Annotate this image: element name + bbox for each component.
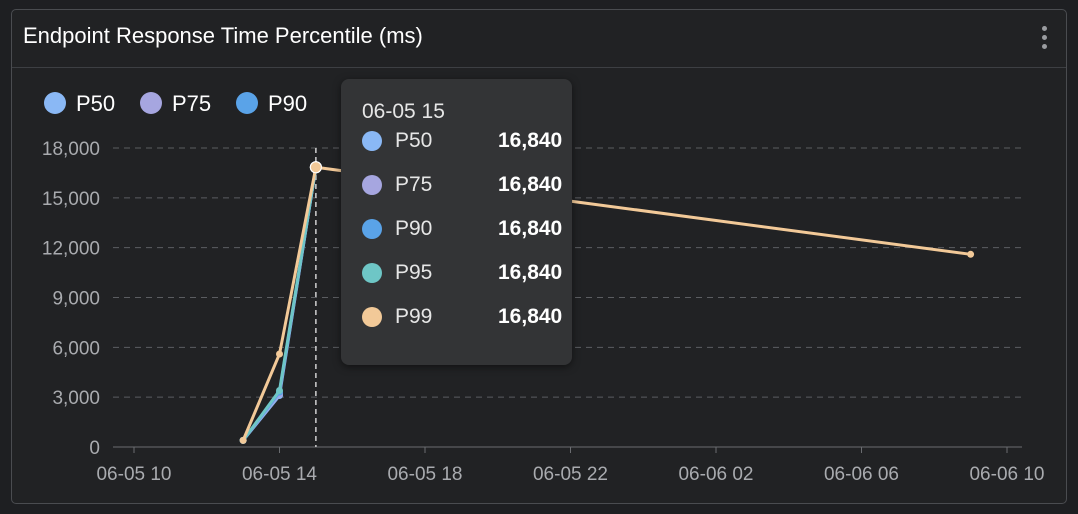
series-line-p95	[241, 167, 318, 442]
x-tick-label: 06-05 18	[387, 464, 462, 485]
tooltip-series-value: 16,840	[498, 129, 563, 152]
series-line-p50	[241, 167, 318, 442]
x-tick-label: 06-06 02	[678, 464, 753, 485]
x-tick-label: 06-06 10	[969, 464, 1044, 485]
data-point-p99	[967, 250, 975, 258]
chart-tooltip: 06-05 15 P50 16,840 P75 16,840 P90 16,84…	[341, 79, 572, 365]
legend-item-p50[interactable]: P50	[44, 91, 115, 116]
tooltip-series-name: P50	[395, 129, 433, 152]
tooltip-row: P99 16,840	[362, 305, 562, 331]
legend-item-p75[interactable]: P75	[140, 91, 211, 116]
tooltip-dot	[362, 307, 382, 327]
legend-label: P50	[76, 91, 115, 116]
data-point-p99	[239, 436, 247, 444]
tooltip-row: P90 16,840	[362, 217, 562, 243]
tooltip-dot	[362, 219, 382, 239]
y-tick-label: 9,000	[52, 289, 100, 310]
x-tick-label: 06-05 22	[533, 464, 608, 485]
tooltip-series-name: P90	[395, 217, 433, 240]
legend-swatch	[44, 92, 66, 114]
y-tick-label: 12,000	[42, 239, 100, 260]
y-tick-label: 0	[89, 438, 100, 459]
series-line-p99	[241, 165, 971, 441]
tooltip-series-name: P99	[395, 305, 433, 328]
panel-title: Endpoint Response Time Percentile (ms)	[23, 23, 423, 48]
tooltip-row: P75 16,840	[362, 173, 562, 199]
tooltip-series-value: 16,840	[498, 217, 563, 240]
tooltip-series-value: 16,840	[498, 173, 563, 196]
tooltip-row: P95 16,840	[362, 261, 562, 287]
legend-label: P90	[268, 91, 307, 116]
tooltip-series-name: P95	[395, 261, 433, 284]
tooltip-row: P50 16,840	[362, 129, 562, 155]
legend-swatch	[236, 92, 258, 114]
tooltip-title: 06-05 15	[362, 100, 445, 123]
x-tick-label: 06-05 14	[242, 464, 317, 485]
tooltip-series-name: P75	[395, 173, 433, 196]
x-tick-label: 06-06 06	[824, 464, 899, 485]
y-tick-label: 18,000	[42, 139, 100, 160]
data-point-p99	[309, 161, 322, 174]
legend-swatch	[140, 92, 162, 114]
legend-label: P75	[172, 91, 211, 116]
tooltip-dot	[362, 131, 382, 151]
more-vertical-icon[interactable]	[1040, 26, 1048, 54]
y-tick-label: 15,000	[42, 189, 100, 210]
data-point-p99	[276, 350, 283, 358]
y-tick-label: 6,000	[52, 338, 100, 359]
panel-header: Endpoint Response Time Percentile (ms)	[12, 10, 1066, 68]
tooltip-dot	[362, 263, 382, 283]
tooltip-series-value: 16,840	[498, 261, 563, 284]
y-tick-label: 3,000	[52, 388, 100, 409]
legend-item-p90[interactable]: P90	[236, 91, 307, 116]
series-line-p75	[241, 167, 318, 442]
tooltip-dot	[362, 175, 382, 195]
tooltip-series-value: 16,840	[498, 305, 563, 328]
x-tick-label: 06-05 10	[96, 464, 171, 485]
data-point-p95	[276, 387, 283, 395]
series-line-p90	[241, 167, 318, 442]
